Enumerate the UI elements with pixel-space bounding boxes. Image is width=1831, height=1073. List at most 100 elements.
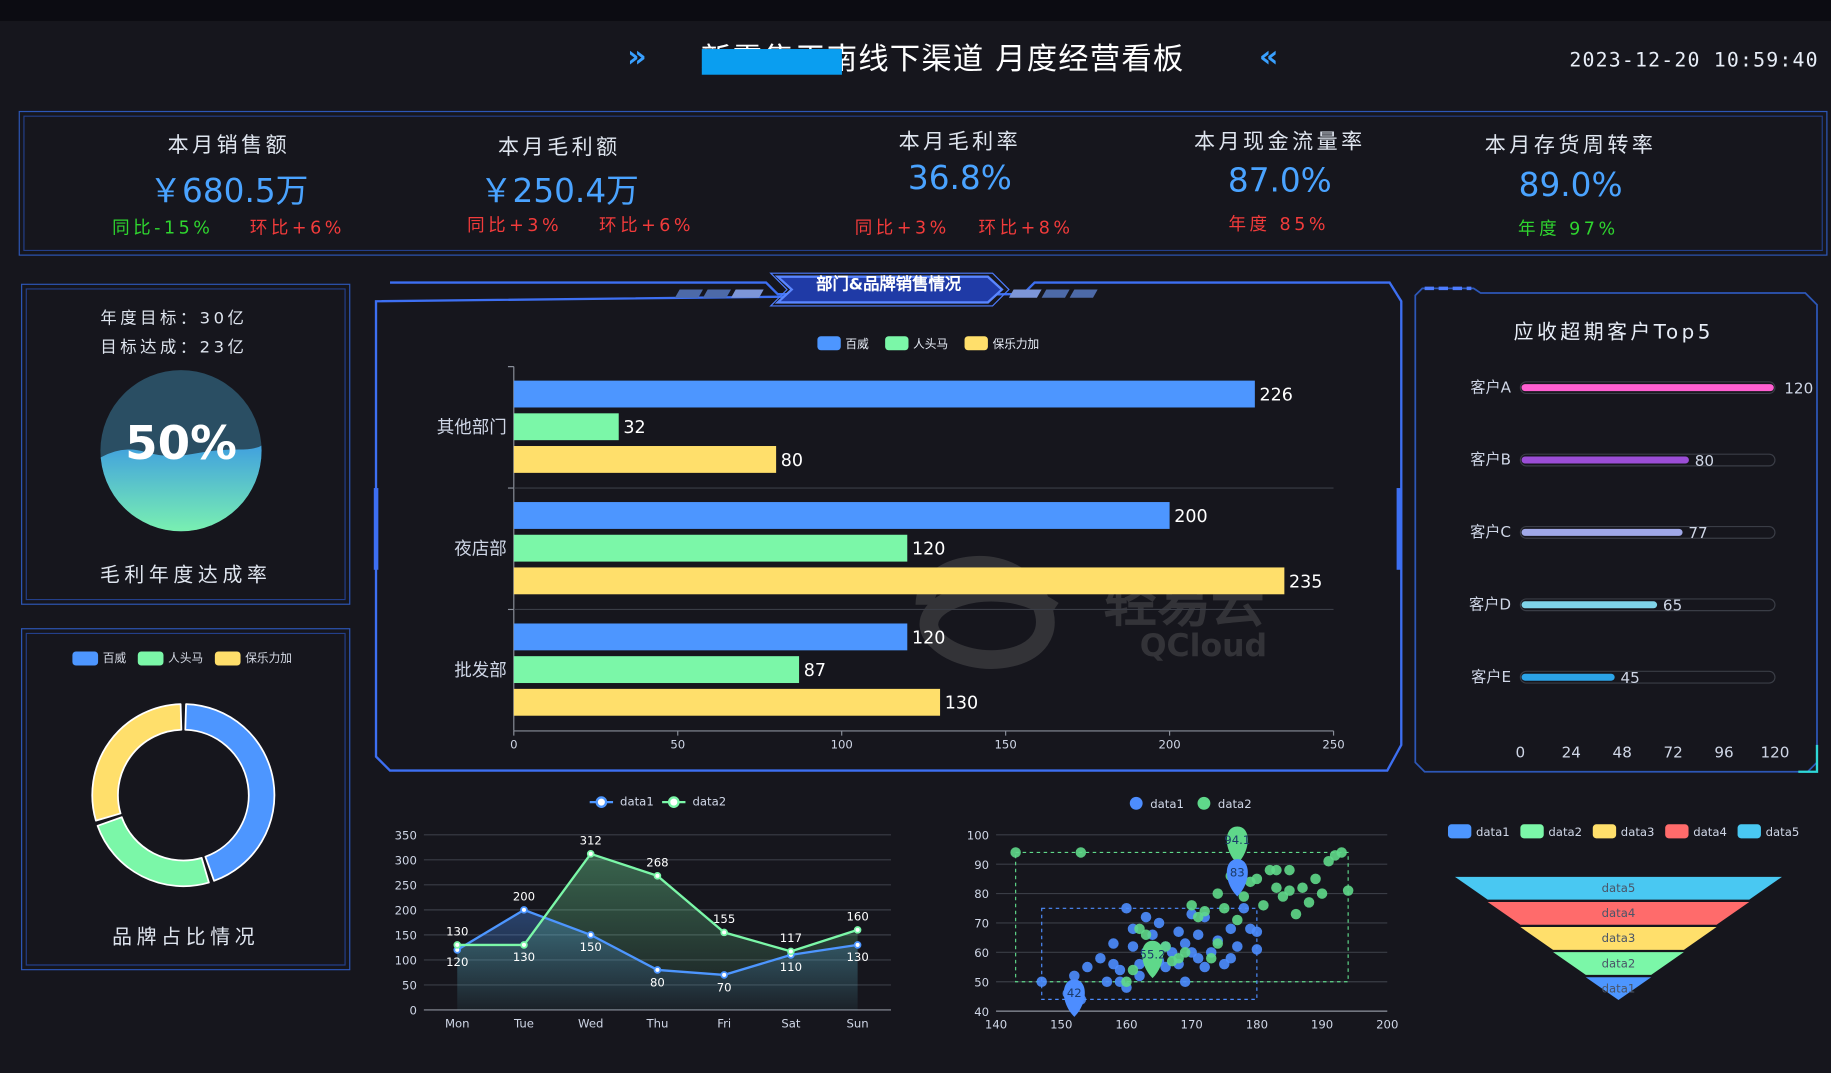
legend-label: 百威 (845, 337, 869, 351)
x-tick-label: Thu (645, 1016, 668, 1030)
category-label: 夜店部 (454, 540, 507, 560)
kpi-label: 本月毛利额 (498, 135, 621, 160)
bar-value-label: 32 (623, 418, 645, 438)
scatter-point (1192, 952, 1204, 964)
marker-label: 42 (1067, 986, 1082, 1000)
bar-track (1519, 598, 1776, 612)
x-tick-label: 140 (985, 1018, 1007, 1032)
scatter-point (1140, 911, 1152, 923)
legend-label: data2 (1218, 797, 1252, 811)
scatter-point (1212, 938, 1224, 949)
legend-swatch (1665, 824, 1689, 839)
x-tick-label: 180 (1246, 1018, 1268, 1032)
top-bar (0, 0, 1831, 22)
bar (513, 380, 1255, 408)
kpi-change: 同比-15% (112, 217, 214, 239)
bar-value-label: 65 (1663, 597, 1682, 615)
scatter-point (1290, 908, 1302, 920)
kpi-change: 环比+6% (599, 214, 695, 236)
data-label: 120 (446, 955, 468, 969)
data-point (720, 971, 728, 979)
y-tick-label: 40 (974, 1005, 989, 1019)
legend-label: data5 (1766, 825, 1800, 839)
y-tick-label: 50 (974, 975, 989, 989)
scatter-point (1284, 885, 1295, 896)
scatter-point (1225, 923, 1237, 935)
marker-pin (1226, 826, 1248, 864)
scatter-point (1219, 903, 1230, 914)
scatter-point (1297, 882, 1308, 893)
redaction-bar (701, 49, 842, 75)
scatter-point (1179, 938, 1191, 949)
watermark-subtext: QCloud (1139, 628, 1268, 665)
y-tick-label: 200 (395, 904, 417, 918)
y-tick-label: 150 (395, 929, 417, 943)
y-tick-label: 350 (395, 828, 417, 842)
scatter-point (1205, 952, 1217, 964)
x-tick-label: 24 (1562, 744, 1581, 762)
legend-swatch (1447, 824, 1472, 839)
x-tick-label: 100 (831, 737, 853, 751)
data-label: 312 (580, 833, 602, 847)
scatter-point (1238, 903, 1250, 914)
data-label: 110 (780, 960, 802, 974)
data-label: 160 (846, 910, 868, 924)
funnel-chart: data1 data2 data3 data4 data5 data5 data4 data3… (1447, 824, 1800, 1001)
legend-swatch (1737, 824, 1761, 839)
bar (513, 534, 908, 562)
kpi-value: 87.0% (1227, 161, 1332, 200)
gauge-caption: 毛利年度达成率 (99, 563, 272, 588)
data-point (853, 941, 862, 949)
x-tick-label: 250 (1322, 737, 1344, 751)
kpi-change: 同比+3% (854, 217, 950, 239)
data-label: 155 (713, 912, 735, 926)
scatter-point (1251, 926, 1263, 938)
scatter-point (1212, 888, 1224, 899)
data-point (653, 872, 662, 880)
scatter-point (1336, 847, 1347, 858)
x-tick-label: 0 (510, 737, 517, 751)
bar-track (1519, 670, 1776, 684)
scatter-chart: data1 data2 40 50 60 70 80 90 100 140 150 160 170 180… (967, 796, 1398, 1032)
bar (1521, 601, 1658, 609)
marker-pin (1142, 940, 1164, 979)
legend-marker (1129, 796, 1143, 810)
scatter-point (1192, 929, 1204, 940)
scatter-point (1271, 882, 1282, 893)
scatter-point (1271, 864, 1282, 876)
scatter-point (1186, 900, 1197, 911)
x-tick-label: 160 (1115, 1018, 1137, 1032)
data-label: 268 (646, 856, 668, 870)
x-tick-label: Tue (513, 1016, 534, 1030)
scatter-point (1153, 917, 1165, 929)
receivable-panel-frame (1414, 286, 1819, 773)
legend-item: 百威 (72, 648, 126, 666)
x-tick-label: 200 (1158, 737, 1180, 751)
customer-label: 客户B (1470, 451, 1511, 469)
scatter-point (1101, 976, 1113, 987)
data-label: 117 (780, 931, 802, 945)
scatter-point (1238, 891, 1250, 902)
data-label: 130 (446, 925, 468, 939)
x-tick-label: 150 (1050, 1018, 1072, 1032)
kpi-change: 同比+3% (467, 214, 563, 236)
data-point (520, 941, 528, 949)
x-tick-label: 190 (1311, 1018, 1333, 1032)
data-point (653, 966, 662, 974)
center-panel-title: 部门&品牌销售情况 (816, 275, 962, 295)
data-point (520, 906, 528, 914)
legend-label: 保乐力加 (993, 337, 1040, 351)
x-tick-label: 50 (670, 737, 685, 751)
y-tick-label: 60 (974, 946, 989, 960)
legend-item: 人头马 (137, 648, 203, 666)
chevron-right-icon: » (627, 39, 647, 75)
kpi-label: 本月销售额 (167, 133, 291, 158)
category-label: 其他部门 (437, 418, 507, 438)
bar (1521, 456, 1689, 464)
scatter-point (1251, 944, 1263, 955)
customer-label: 客户E (1471, 668, 1511, 686)
x-tick-label: 72 (1663, 744, 1682, 762)
legend-marker (667, 796, 680, 808)
legend-label: data4 (1693, 825, 1727, 839)
